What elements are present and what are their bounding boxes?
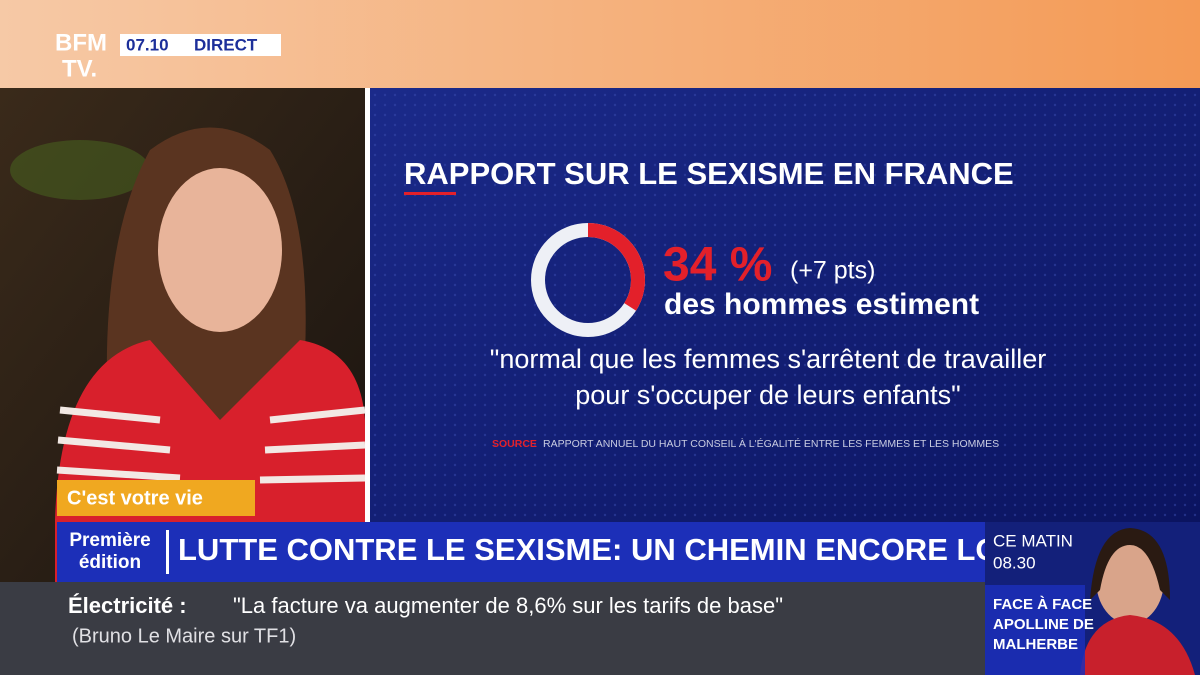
source: RAPPORT ANNUEL DU HAUT CONSEIL À L'ÉGALI… <box>543 437 999 450</box>
show-name: édition <box>79 552 141 573</box>
stat-value: 34 % <box>663 239 772 292</box>
ticker-attribution: (Bruno Le Maire sur TF1) <box>72 625 296 647</box>
host-face <box>1096 536 1164 624</box>
stat-change: (+7 pts) <box>790 257 875 285</box>
source-label: SOURCE <box>492 438 537 450</box>
show-name: Première <box>69 530 150 551</box>
title-underline <box>404 192 456 195</box>
stat-subject: des hommes estiment <box>664 288 979 321</box>
host-jacket <box>1080 615 1195 675</box>
program: FACE À FACE <box>993 596 1092 613</box>
program: APOLLINE DE <box>993 616 1094 633</box>
panel-pattern <box>370 88 1200 522</box>
ticker-topic: Électricité : <box>68 593 187 618</box>
logo: TV. <box>62 55 97 82</box>
next-time: 08.30 <box>993 553 1036 572</box>
studio-light <box>10 140 150 200</box>
donut-arc <box>531 223 645 337</box>
live-box <box>120 34 281 56</box>
ticker <box>0 582 985 675</box>
clock: 07.10 <box>126 35 169 54</box>
next-label: CE MATIN <box>993 531 1073 550</box>
live-label: DIRECT <box>194 35 258 54</box>
program: MALHERBE <box>993 636 1078 653</box>
segment-tag-box <box>57 480 255 516</box>
face <box>158 168 282 332</box>
stripes <box>56 406 366 484</box>
ticker-quote: "La facture va augmenter de 8,6% sur les… <box>233 593 783 618</box>
sweater <box>55 340 365 582</box>
quote: "normal que les femmes s'arrêtent de tra… <box>490 344 1046 374</box>
infographic-title: RAPPORT SUR LE SEXISME EN FRANCE <box>404 156 1014 191</box>
logo: BFM <box>55 29 107 56</box>
segment-tag: C'est votre vie <box>67 487 203 509</box>
program-box <box>985 585 1085 675</box>
host-hair <box>1090 528 1170 600</box>
quote: pour s'occuper de leurs enfants" <box>575 380 960 410</box>
divider <box>166 530 169 574</box>
headline-bar <box>57 522 985 582</box>
headline: LUTTE CONTRE LE SEXISME: UN CHEMIN ENCOR… <box>178 532 1046 567</box>
